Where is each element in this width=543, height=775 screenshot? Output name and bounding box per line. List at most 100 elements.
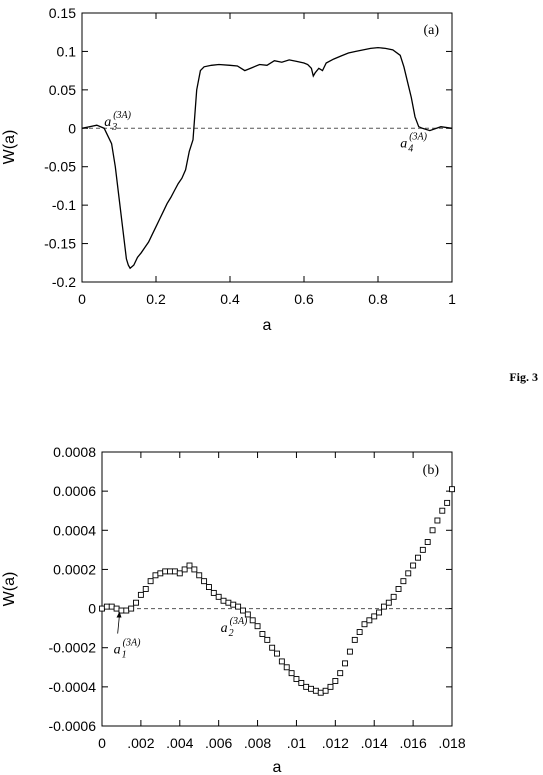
panel-b-y-axis-label: W(a) — [1, 572, 18, 607]
panel-b-data-point — [157, 570, 164, 577]
panel-b-annotation-arrow — [117, 614, 120, 634]
panel-b-data-point — [235, 603, 242, 610]
panel-a-y-axis-label: W(a) — [1, 130, 18, 165]
panel-b-y-tick-label: -0.0006 — [49, 718, 97, 734]
panel-b-data-point — [434, 517, 441, 524]
panel-b-annotation-main: a — [221, 621, 228, 636]
panel-b-data-point — [113, 605, 120, 612]
panel-a-annotation-sub: 3 — [111, 122, 117, 133]
figure-caption: Fig. 3 — [509, 370, 538, 384]
panel-a-y-tick-label: 0.15 — [49, 5, 76, 21]
panel-b-x-tick-label: .002 — [127, 735, 154, 751]
panel-b-y-tick-label: 0.0002 — [53, 561, 96, 577]
panel-a-x-tick-label: 0.4 — [220, 291, 240, 307]
panel-b-panel-label: (b) — [423, 463, 440, 478]
panel-b-data-point — [137, 591, 144, 598]
panel-b-data-point — [201, 578, 208, 585]
panel-b-data-point — [215, 593, 222, 600]
panel-b-annotation-sub: 1 — [122, 650, 127, 661]
panel-b-data-point — [230, 601, 237, 608]
panel-b-data-point — [283, 664, 290, 671]
panel-b-data-point — [167, 568, 174, 575]
panel-b-data-point — [449, 486, 455, 493]
panel-a-annotation-a4: a 4(3A) — [400, 132, 427, 155]
panel-b-data-point — [346, 648, 353, 655]
panel-b-annotation-sup: (3A) — [123, 638, 141, 649]
panel-b-data-point — [366, 617, 373, 624]
panel-b-annotation-a2: a 2(3A) — [221, 616, 248, 639]
panel-b-data-point — [405, 570, 412, 577]
panel-a-annotation-main: a — [400, 137, 407, 152]
panel-b-data-point — [99, 605, 105, 612]
panel-b-data-point — [419, 546, 426, 553]
panel-b-x-axis-label: a — [273, 759, 282, 775]
panel-b-data-point — [210, 589, 217, 596]
panel-b-data-point — [371, 613, 378, 620]
panel-b-y-tick-label: 0 — [88, 601, 96, 617]
panel-b-data-point — [269, 644, 276, 651]
panel-b-data-point — [298, 679, 305, 686]
panel-b-y-tick-label: 0.0006 — [53, 483, 96, 499]
panel-b-data-point — [439, 507, 446, 514]
panel-b-data-point — [220, 597, 227, 604]
panel-b-data-point — [196, 572, 203, 579]
panel-b-data-point — [152, 572, 159, 579]
panel-b-y-tick-label: 0.0004 — [53, 522, 96, 538]
panel-a-y-tick-label: -0.2 — [52, 274, 76, 290]
panel-a-series-line — [81, 46, 453, 270]
panel-b-data-point — [429, 527, 436, 534]
panel-b-data-point — [176, 570, 183, 577]
panel-b-data-point — [162, 568, 169, 575]
panel-b-data-point — [103, 603, 110, 610]
panel-b-x-tick-label: .008 — [244, 735, 271, 751]
panel-a-x-tick-label: 1 — [448, 291, 456, 307]
panel-b-data-point — [133, 599, 139, 606]
panel-b-data-point — [312, 687, 319, 694]
panel-b-x-tick-label: .006 — [205, 735, 232, 751]
panel-b-data-point — [332, 678, 339, 684]
panel-b-plot-frame — [101, 451, 453, 727]
panel-b-data-point — [186, 562, 193, 569]
panel-b-data-point — [351, 636, 358, 643]
panel-b-data-point — [288, 670, 295, 677]
panel-b-data-point — [254, 623, 261, 630]
panel-a-y-tick-label: 0.1 — [57, 43, 77, 59]
panel-b-x-tick-label: 0 — [98, 735, 106, 751]
panel-b-data-point — [376, 609, 383, 616]
panel-a-x-axis-label: a — [263, 317, 272, 334]
panel-b-data-point — [361, 621, 368, 628]
panel-b-data-point — [128, 605, 135, 612]
panel-b-data-point — [274, 650, 280, 657]
panel-b-chart: 0 .002 .004 .006 .008 .01 .012 .014 .016 .018 -0.0… — [1, 444, 466, 775]
panel-b-annotation-arrowhead — [116, 611, 122, 618]
panel-b-data-point — [410, 562, 417, 569]
panel-b-data-point — [390, 593, 397, 600]
panel-b-data-point — [249, 617, 256, 624]
panel-b-data-point — [424, 539, 431, 545]
panel-b-data-point — [342, 660, 349, 667]
panel-b-y-tick-label: -0.0002 — [49, 640, 97, 656]
panel-b-x-tick-label: .004 — [166, 735, 193, 751]
panel-b-data-point — [244, 611, 251, 618]
panel-a-y-tick-label: -0.1 — [52, 197, 76, 213]
panel-a-x-tick-label: 0 — [78, 291, 86, 307]
panel-b-data-point — [225, 599, 232, 606]
panel-b-x-tick-label: .01 — [287, 735, 307, 751]
panel-b-x-tick-label: .014 — [361, 735, 388, 751]
panel-b-data-point — [191, 566, 198, 573]
panel-b-data-point — [337, 670, 344, 677]
panel-b-data-point — [380, 603, 387, 610]
panel-b-data-point — [123, 607, 130, 614]
panel-b-data-point — [171, 568, 178, 575]
panel-b-data-point — [444, 499, 451, 506]
panel-b-data-point — [108, 603, 115, 610]
panel-a-y-tick-label: 0.05 — [49, 82, 76, 98]
panel-a-y-tick-label: -0.15 — [44, 236, 76, 252]
panel-b-data-point — [259, 631, 266, 637]
panel-b-data-point — [240, 607, 246, 614]
panel-a-y-tick-label: 0 — [68, 120, 76, 136]
panel-b-annotation-sup: (3A) — [230, 616, 248, 627]
panel-b-data-point — [400, 578, 407, 585]
panel-b-data-point — [303, 683, 310, 690]
panel-a-x-tick-label: 0.8 — [368, 291, 388, 307]
